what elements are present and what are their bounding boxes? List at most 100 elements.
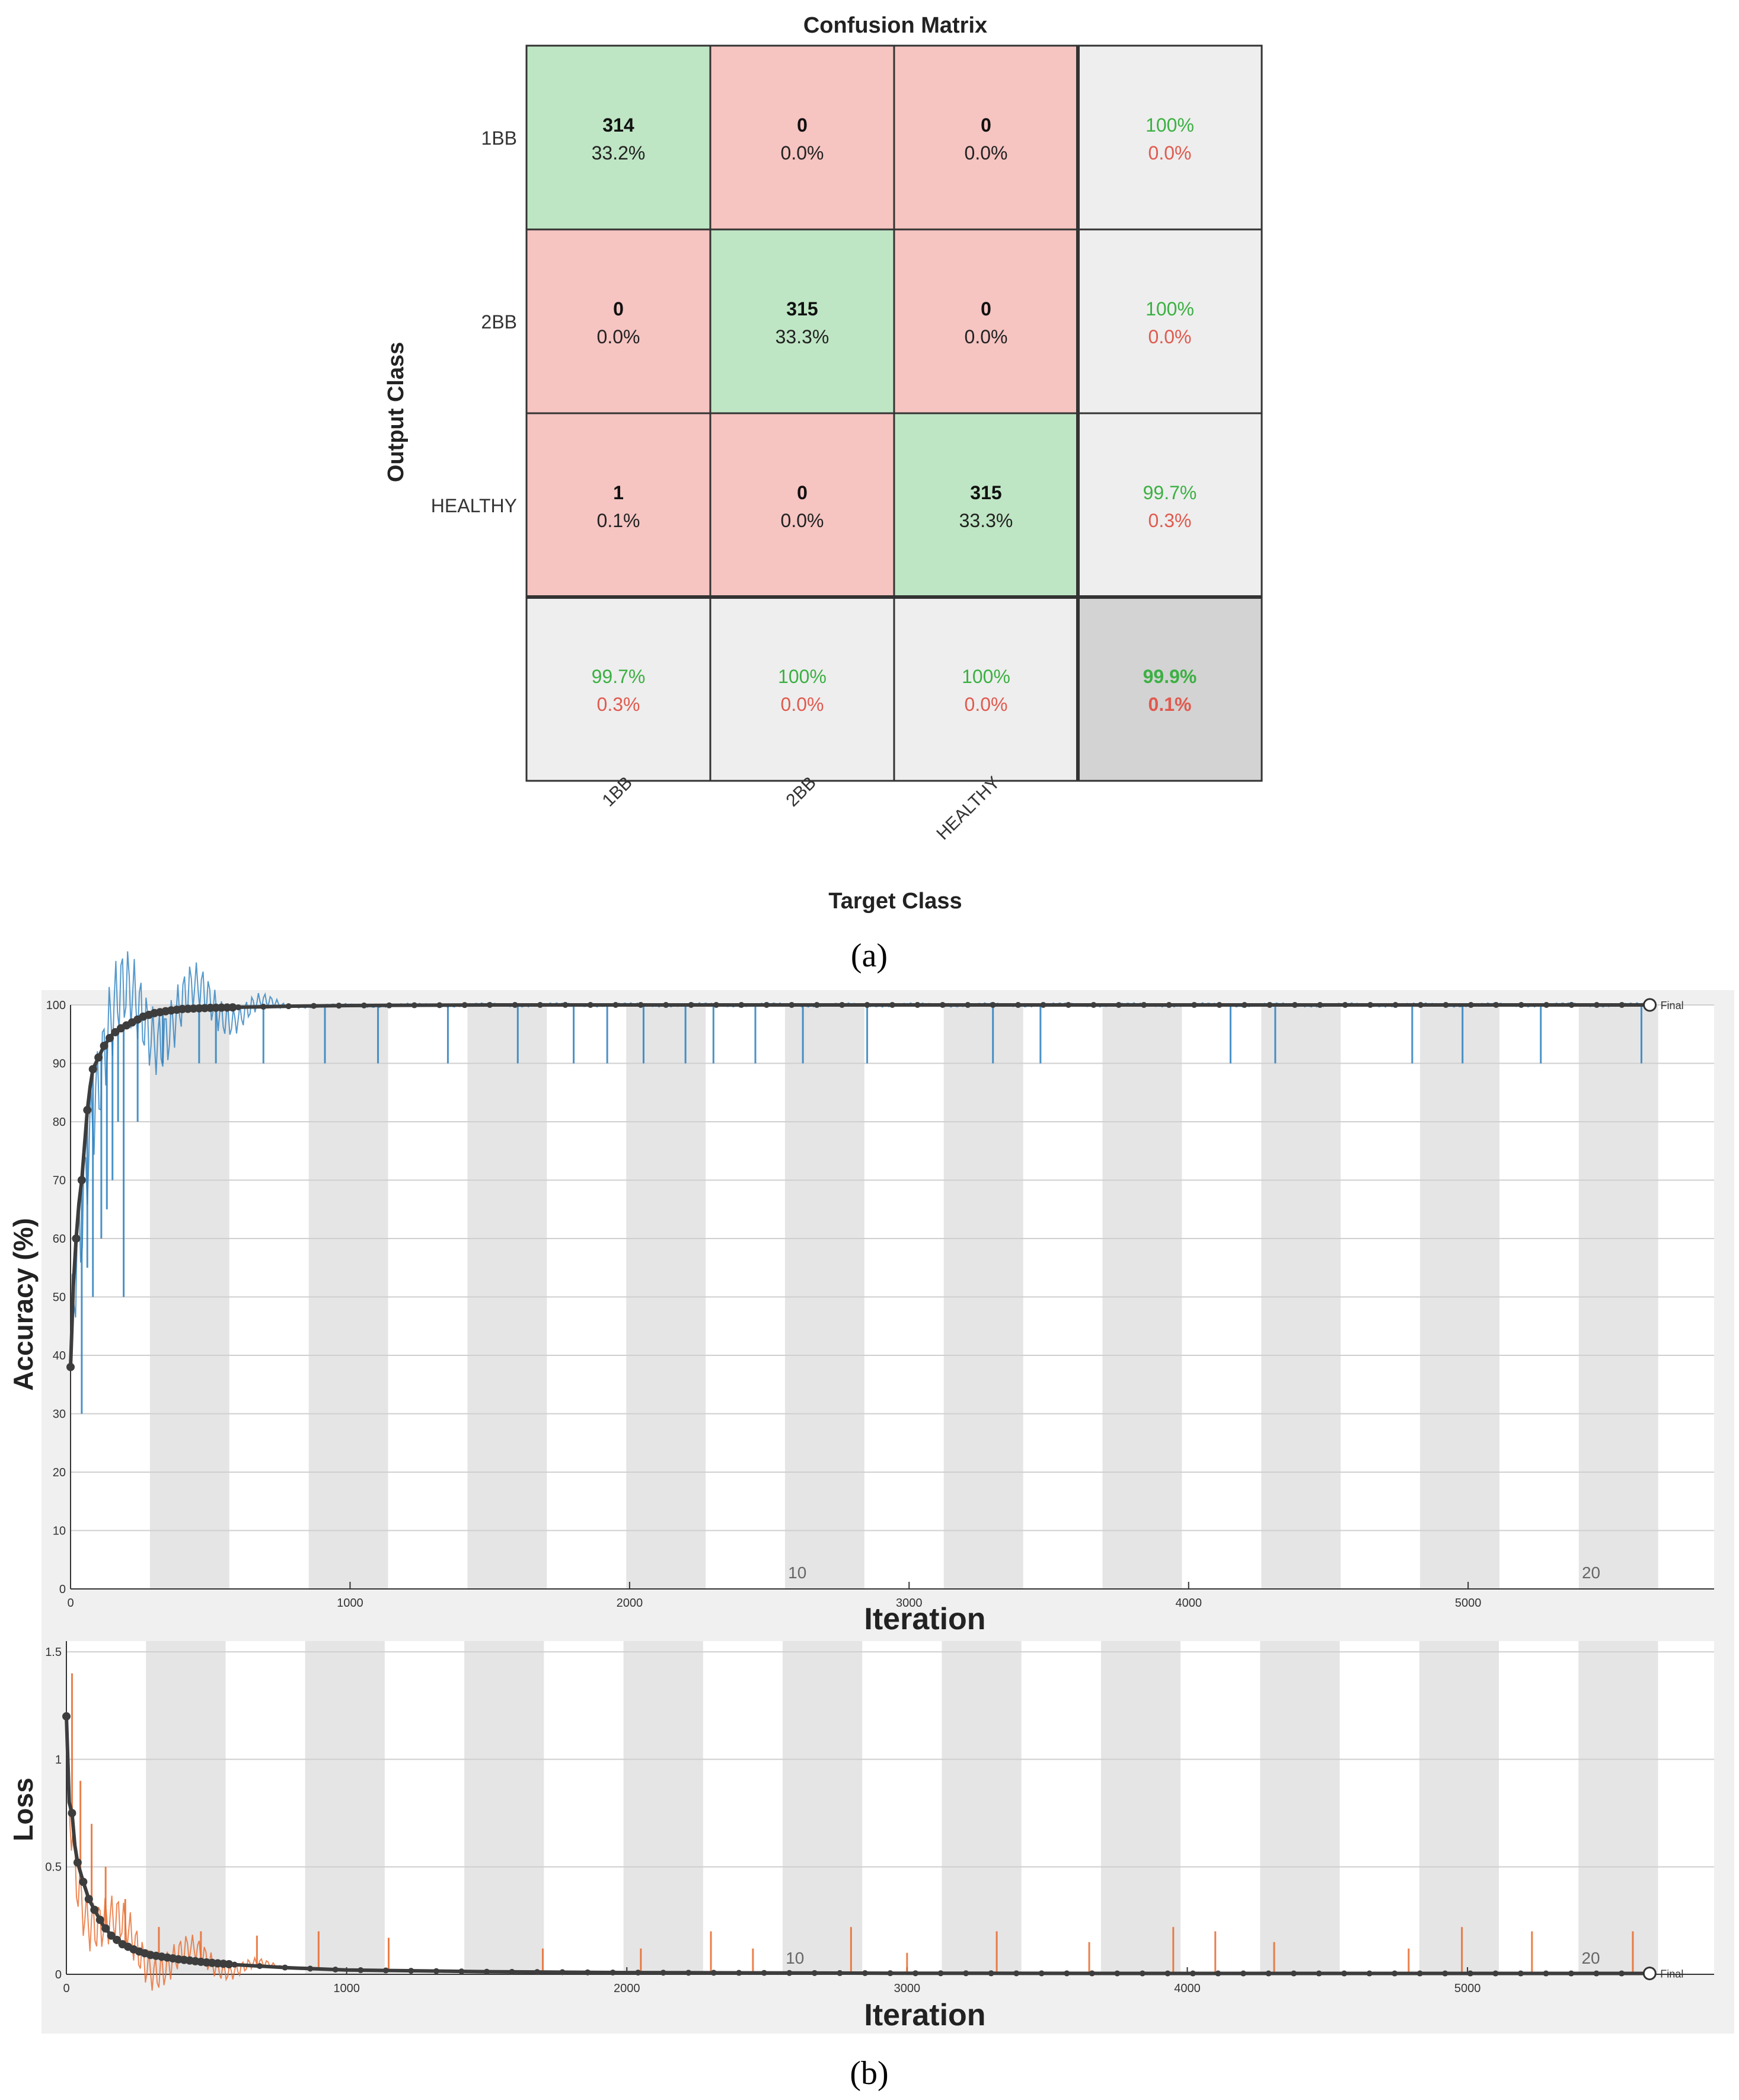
row-summary-0-bg [1077, 44, 1263, 231]
acc-y-tick-label: 50 [53, 1291, 66, 1304]
acc-y-tick-label: 40 [53, 1349, 66, 1362]
acc-data-point [1568, 1002, 1575, 1008]
acc-y-tick-label: 60 [53, 1233, 66, 1246]
acc-data-point [813, 1002, 820, 1008]
loss-data-point [1064, 1970, 1070, 1977]
acc-x-tick-label: 5000 [1455, 1597, 1482, 1610]
acc-data-point [411, 1002, 417, 1008]
acc-data-point [178, 1004, 187, 1013]
output-class-label: HEALTHY [431, 495, 517, 516]
loss-data-point [219, 1959, 228, 1968]
y-axis-title: Output Class [384, 342, 409, 482]
loss-x-tick-label: 1000 [333, 1982, 360, 1995]
acc-epoch-band [149, 1005, 229, 1589]
loss-data-point [282, 1964, 288, 1971]
loss-epoch-band [1100, 1641, 1181, 1974]
loss-data-point [185, 1956, 194, 1965]
acc-data-point [223, 1003, 231, 1012]
loss-data-point [433, 1968, 439, 1974]
loss-data-point [912, 1970, 919, 1977]
loss-data-point [937, 1970, 944, 1977]
loss-data-point [1038, 1970, 1045, 1977]
loss-smoothed-series [65, 1716, 1650, 1975]
acc-data-point [713, 1002, 719, 1008]
loss-data-point [118, 1940, 127, 1949]
matrix-cell-0-2-bg [893, 44, 1079, 231]
acc-smoothed-series [69, 1003, 1650, 1367]
loss-final-label: Final [1660, 1968, 1683, 1980]
acc-data-point [150, 1008, 159, 1017]
matrix-cell-1-2-bg [893, 228, 1079, 414]
acc-data-point [889, 1002, 895, 1008]
loss-y-tick-label: 0 [55, 1968, 62, 1981]
acc-x-tick-label: 4000 [1175, 1597, 1202, 1610]
acc-data-point [487, 1002, 493, 1008]
col-summary-1-incorrect: 0.0% [781, 694, 824, 715]
acc-data-point [688, 1002, 694, 1008]
loss-data-point [1568, 1970, 1574, 1977]
acc-data-point [111, 1027, 120, 1036]
acc-data-point [1216, 1002, 1223, 1008]
row-summary-1-correct: 100% [1145, 298, 1194, 320]
acc-data-point [1040, 1002, 1046, 1008]
loss-data-point [408, 1968, 414, 1974]
loss-data-point [129, 1945, 138, 1954]
acc-data-point [1291, 1002, 1298, 1008]
acc-data-point [1090, 1002, 1097, 1008]
loss-epoch-band [464, 1641, 544, 1974]
loss-epoch-band [1260, 1641, 1340, 1974]
loss-data-point [141, 1949, 149, 1958]
loss-data-point [79, 1878, 88, 1887]
acc-data-point [965, 1002, 971, 1008]
matrix-cell-0-1-bg [709, 44, 895, 231]
loss-data-point [1644, 1970, 1650, 1977]
output-class-labels: 1BB 2BB HEALTHY [431, 127, 517, 516]
acc-data-point [637, 1002, 644, 1008]
acc-data-point [1418, 1002, 1424, 1008]
loss-plot: 0 0.5 1 1.5 0 1000 2000 3000 4000 5000 10 20 Final [45, 1641, 1714, 1995]
loss-data-point [146, 1951, 155, 1959]
loss-data-point [73, 1858, 82, 1867]
acc-data-point [537, 1002, 543, 1008]
row-summary-0-correct: 100% [1145, 114, 1194, 136]
loss-data-point [1114, 1970, 1121, 1977]
loss-data-point [135, 1947, 143, 1956]
loss-data-point [90, 1906, 99, 1914]
loss-x-tick-label: 3000 [894, 1982, 921, 1995]
row-summary-1-bg [1077, 228, 1263, 414]
loss-data-point [68, 1809, 76, 1818]
matrix-cell-1-0-percent: 0.0% [597, 326, 640, 347]
loss-data-point [585, 1969, 591, 1975]
loss-data-point [84, 1895, 93, 1904]
acc-final-marker [1643, 998, 1657, 1012]
col-summary-2-bg [893, 596, 1079, 782]
loss-x-tick-label: 4000 [1174, 1982, 1201, 1995]
loss-data-point [1517, 1970, 1524, 1977]
loss-data-point [213, 1959, 222, 1968]
loss-data-point [710, 1970, 717, 1976]
loss-data-point [559, 1969, 566, 1975]
loss-data-point [1492, 1970, 1499, 1977]
loss-data-point [113, 1935, 122, 1944]
loss-data-point [1416, 1970, 1423, 1977]
loss-epoch-band [623, 1641, 703, 1974]
loss-epoch-band [1419, 1641, 1499, 1974]
acc-data-point [1493, 1002, 1499, 1008]
loss-data-point [1341, 1970, 1348, 1977]
acc-data-point [161, 1007, 170, 1016]
col-summary-2-incorrect: 0.0% [965, 694, 1008, 715]
loss-data-point [152, 1951, 161, 1960]
acc-data-point [1015, 1002, 1022, 1008]
acc-data-point [228, 1003, 237, 1012]
acc-data-point [167, 1006, 176, 1015]
loss-data-point [1164, 1970, 1171, 1977]
overall-accuracy-correct: 99.9% [1143, 666, 1197, 687]
acc-data-point [1443, 1002, 1449, 1008]
matrix-cell-2-0-percent: 0.1% [597, 510, 640, 531]
loss-data-point [861, 1970, 868, 1977]
loss-data-point [163, 1953, 172, 1962]
loss-data-point [1189, 1970, 1196, 1977]
loss-epoch-band [305, 1641, 385, 1974]
acc-data-point [914, 1002, 921, 1008]
loss-data-point [786, 1970, 793, 1976]
